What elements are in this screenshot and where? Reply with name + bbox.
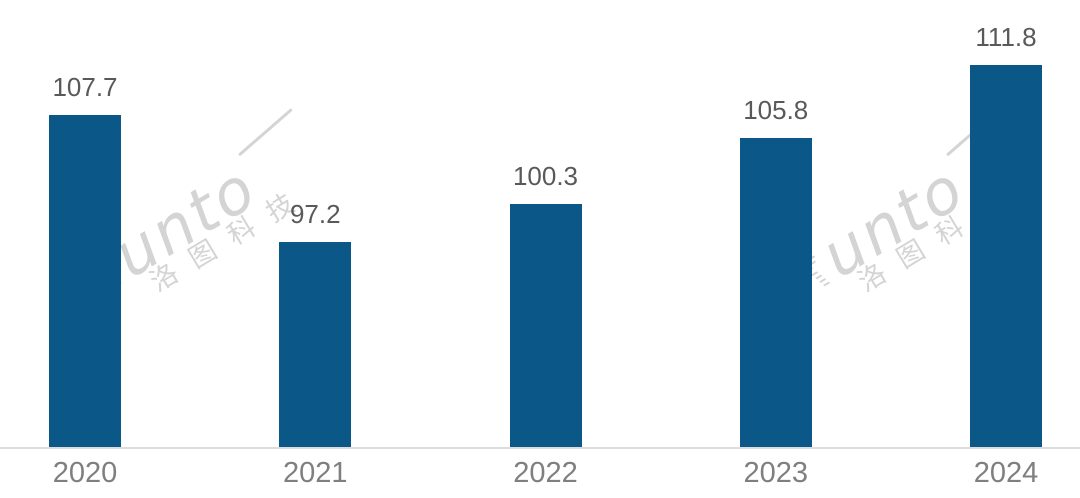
value-label-2023: 105.8 <box>743 95 809 126</box>
bar-2024 <box>970 65 1042 448</box>
bar-2020 <box>49 115 121 448</box>
x-tick-label-2020: 2020 <box>52 457 118 489</box>
watermark-brand-rest: unto <box>808 150 978 292</box>
x-tick-label-2021: 2021 <box>282 457 348 489</box>
x-axis-line <box>0 447 1080 449</box>
watermark-underline-stroke <box>237 108 293 157</box>
value-label-2022: 100.3 <box>512 161 579 192</box>
value-label-2020: 107.7 <box>52 72 118 103</box>
x-tick-label-2022: 2022 <box>513 457 578 489</box>
x-tick-label-2024: 2024 <box>973 457 1039 489</box>
x-tick-label-2023: 2023 <box>743 457 808 489</box>
value-label-2024: 111.8 <box>975 22 1037 53</box>
bar-2021 <box>279 242 352 448</box>
bar-2022 <box>509 204 582 448</box>
bar-2023 <box>739 138 812 448</box>
value-label-2021: 97.2 <box>289 199 341 230</box>
